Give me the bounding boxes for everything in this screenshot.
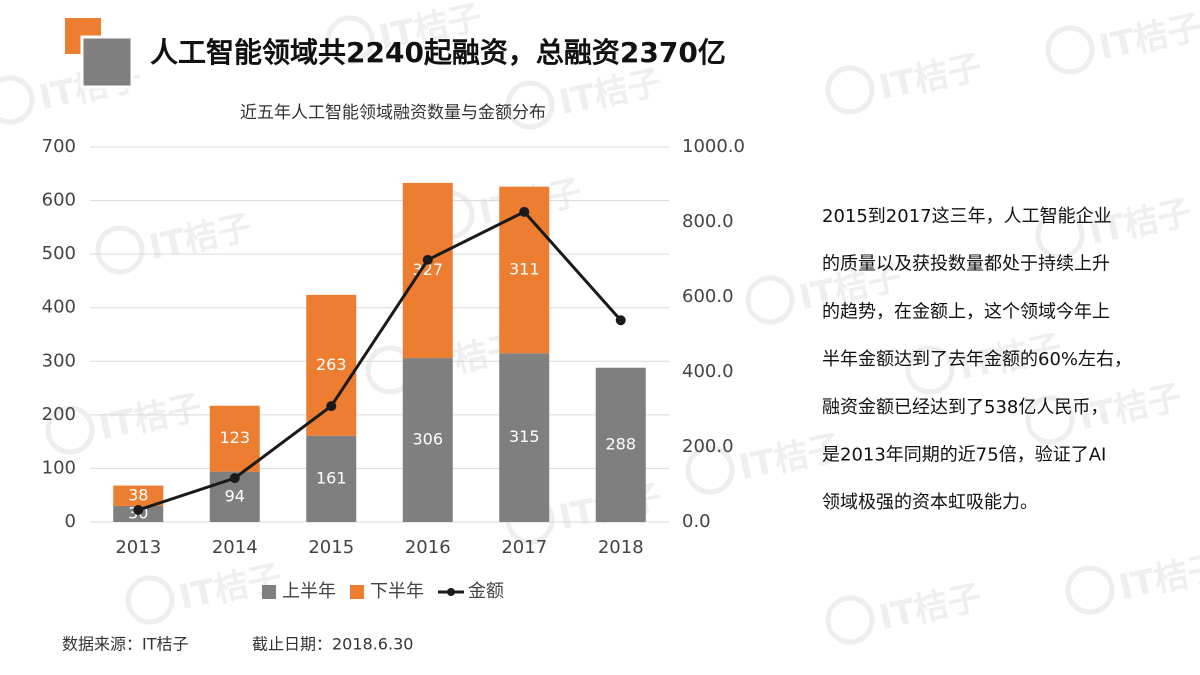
bar-label: 327 — [412, 260, 443, 279]
bar-label: 311 — [509, 259, 540, 278]
bar — [306, 435, 357, 522]
chart: 0 100 200 300 400 500 600 700 0.0 200.0 400.0 600.0… — [42, 136, 745, 602]
description-line: 领域极强的资本虹吸能力。 — [822, 492, 1038, 513]
watermark-text: IT桔子 — [556, 62, 666, 123]
line — [137, 210, 622, 512]
bar-label: 263 — [316, 355, 347, 374]
header-icon-gray — [80, 35, 134, 89]
legend-swatch — [350, 585, 364, 599]
watermark-icon — [325, 15, 375, 65]
legend-label: 上半年 — [282, 581, 336, 602]
y2-tick-label: 400.0 — [682, 361, 734, 382]
y2-tick-label: 200.0 — [682, 436, 734, 457]
description-line: 的趋势，在金额上，这个领域今年上 — [822, 301, 1110, 322]
x-tick-label: 2017 — [501, 537, 547, 558]
y-tick-label: 500 — [42, 243, 76, 264]
x-tick-label: 2015 — [308, 537, 354, 558]
y2-tick-label: 1000.0 — [682, 136, 745, 157]
bar-label: 288 — [605, 434, 636, 453]
line-marker — [133, 505, 144, 515]
y-tick-label: 0 — [65, 511, 76, 532]
legend-label: 金额 — [468, 581, 504, 602]
watermark-text: IT桔子 — [146, 207, 256, 268]
line-marker — [422, 254, 433, 265]
watermark-text: IT桔子 — [96, 387, 206, 448]
watermark-icon — [95, 225, 145, 275]
bar — [209, 405, 260, 472]
watermark-icon — [45, 405, 95, 455]
line-marker — [615, 315, 626, 326]
bar — [402, 182, 453, 359]
y-tick-label: 100 — [42, 457, 76, 478]
bar-label: 306 — [412, 430, 443, 449]
watermark-icon — [825, 65, 875, 115]
bar-label: 315 — [509, 427, 540, 446]
watermark-icon — [1035, 210, 1085, 260]
line-marker — [229, 473, 240, 484]
bar — [402, 358, 453, 522]
bar-label: 123 — [219, 428, 250, 447]
footer-date: 截止日期：2018.6.30 — [252, 635, 413, 654]
y-tick-label: 400 — [42, 297, 76, 318]
y-tick-label: 300 — [42, 350, 76, 371]
x-tick-label: 2016 — [405, 537, 451, 558]
watermark-icon — [685, 445, 735, 495]
legend-label: 下半年 — [370, 581, 424, 602]
chart-title: 近五年人工智能领域融资数量与金额分布 — [240, 103, 546, 123]
bar — [595, 367, 646, 522]
watermark-icon — [505, 80, 555, 130]
line-marker — [519, 206, 530, 217]
watermark-text: IT桔子 — [876, 577, 986, 638]
bar — [113, 485, 164, 506]
description-line: 融资金额已经达到了538亿人民币， — [822, 397, 1108, 418]
description-line: 半年金额达到了去年金额的60%左右， — [822, 349, 1132, 370]
watermark-icon — [1025, 395, 1075, 445]
bar-label: 94 — [225, 486, 245, 505]
bar — [499, 353, 550, 522]
watermark-icon — [825, 595, 875, 645]
y-tick-label: 200 — [42, 404, 76, 425]
line-marker — [326, 401, 337, 412]
footer-source: 数据来源：IT桔子 — [62, 635, 189, 654]
description: 2015到2017这三年，人工智能企业的质量以及获投数量都处于持续上升的趋势，在… — [822, 206, 1132, 513]
slide-title: 人工智能领域共2240起融资，总融资2370亿 — [150, 36, 726, 69]
description-line: 的质量以及获投数量都处于持续上升 — [822, 254, 1110, 275]
legend-swatch — [262, 585, 276, 599]
x-tick-label: 2014 — [212, 537, 258, 558]
bar-label: 161 — [316, 468, 347, 487]
description-line: 2015到2017这三年，人工智能企业 — [822, 206, 1112, 227]
y2-tick-label: 600.0 — [682, 286, 734, 307]
watermark-icon — [0, 75, 35, 125]
watermark-icon — [1045, 25, 1095, 75]
watermark-text: IT桔子 — [876, 47, 986, 108]
legend-swatch — [447, 588, 455, 596]
y-tick-label: 700 — [42, 136, 76, 157]
watermark-text: IT桔子 — [1116, 547, 1200, 608]
x-tick-label: 2018 — [598, 537, 644, 558]
watermark-icon — [745, 275, 795, 325]
watermark-icon — [125, 575, 175, 625]
y2-tick-label: 0.0 — [682, 511, 711, 532]
description-line: 是2013年同期的近75倍，验证了AI — [822, 445, 1106, 466]
watermark-icon — [905, 345, 955, 395]
bar — [306, 294, 357, 436]
y2-tick-label: 800.0 — [682, 211, 734, 232]
watermark-text: IT桔子 — [1096, 7, 1200, 68]
x-tick-label: 2013 — [115, 537, 161, 558]
bar-label: 38 — [128, 485, 148, 504]
watermark-icon — [1065, 565, 1115, 615]
y-tick-label: 600 — [42, 190, 76, 211]
